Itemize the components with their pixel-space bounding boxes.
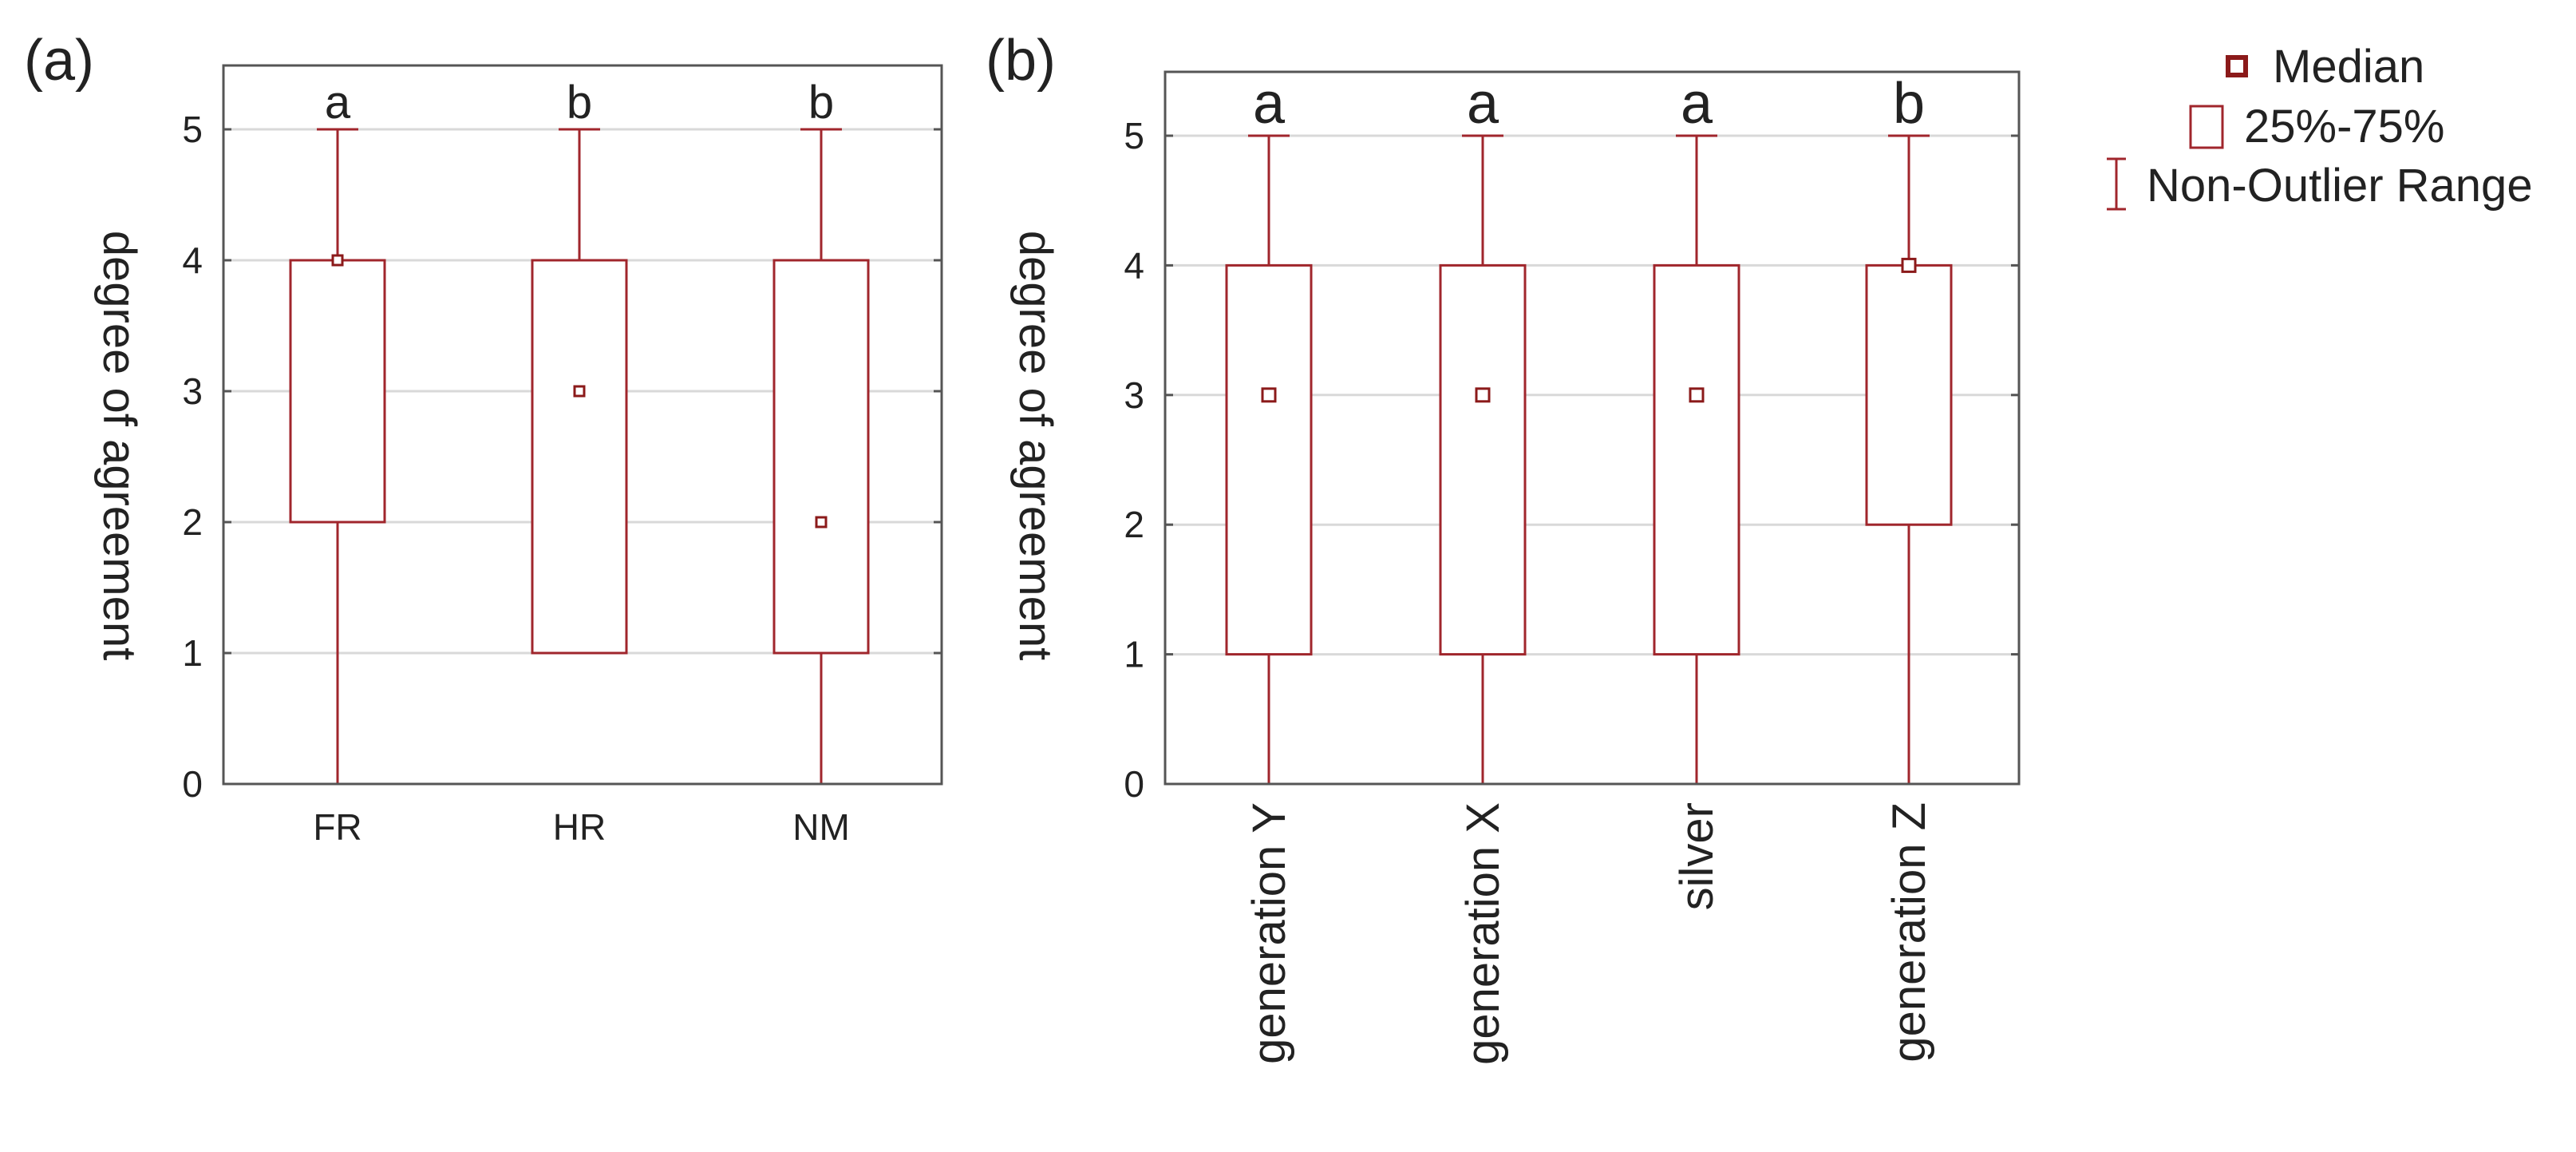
iqr-box	[1225, 263, 1313, 656]
legend-iqr-swatch	[2189, 105, 2224, 149]
group-letter: a	[1253, 72, 1286, 136]
box-nm: b NM	[772, 77, 870, 848]
legend-median-label: Median	[2273, 41, 2424, 93]
x-tick-label: NM	[792, 806, 850, 848]
iqr-box	[289, 259, 386, 524]
group-letter: a	[1681, 72, 1713, 136]
legend-range-label: Non-Outlier Range	[2147, 160, 2533, 212]
panel-a-label: (a)	[24, 29, 94, 93]
x-tick-label: generation Y	[1243, 802, 1295, 1064]
y-tick-label-2: 2	[1124, 504, 1144, 545]
panel-b-y-axis-label: degree of agreement	[1009, 231, 1061, 660]
legend-range-swatch	[2107, 157, 2126, 211]
group-letter: a	[325, 77, 351, 129]
group-letter: b	[567, 77, 592, 129]
iqr-box	[772, 259, 870, 655]
iqr-box	[1865, 263, 1953, 526]
y-tick-label-2: 2	[182, 501, 203, 543]
group-letter: a	[1467, 72, 1499, 136]
box-fr: a FR	[289, 77, 386, 848]
median-marker	[1475, 387, 1491, 403]
box-generation-x: a generation X	[1439, 72, 1527, 1065]
x-tick-label: generation Z	[1883, 802, 1935, 1063]
x-tick-label: silver	[1671, 802, 1723, 910]
y-tick-label-3: 3	[1124, 374, 1144, 416]
median-marker	[331, 254, 344, 267]
panel-a-y-axis-label: degree of agreement	[93, 231, 145, 660]
y-tick-label-1: 1	[182, 632, 203, 674]
median-marker	[1689, 387, 1705, 403]
y-tick-label-5: 5	[1124, 115, 1144, 156]
median-marker	[573, 385, 586, 398]
box-generation-y: a generation Y	[1225, 72, 1313, 1064]
box-hr: b HR	[531, 77, 628, 848]
panel-a-chart: (a) degree of agreement 0 1 2 3 4 5 a FR b HR b NM	[24, 29, 943, 848]
y-tick-label-0: 0	[1124, 763, 1144, 805]
iqr-box	[1653, 263, 1740, 656]
median-marker	[815, 516, 828, 528]
y-tick-label-4: 4	[1124, 244, 1144, 286]
panel-a-plot-frame	[222, 64, 943, 786]
median-marker	[1261, 387, 1277, 403]
y-tick-label-3: 3	[182, 370, 203, 412]
x-tick-label: generation X	[1457, 802, 1509, 1065]
panel-b-plot-frame	[1164, 70, 2021, 786]
box-silver: a silver	[1653, 72, 1740, 910]
legend-median-swatch	[2226, 55, 2248, 77]
iqr-box	[531, 259, 628, 655]
x-tick-label: HR	[553, 806, 606, 848]
y-tick-label-0: 0	[182, 763, 203, 805]
group-letter: b	[808, 77, 834, 129]
panel-b-chart: (b) degree of agreement 0 1 2 3 4 5 a generati…	[986, 29, 2021, 1065]
legend-iqr-label: 25%-75%	[2244, 101, 2444, 152]
x-tick-label: FR	[313, 806, 362, 848]
iqr-box	[1439, 263, 1527, 656]
box-generation-z: b generation Z	[1865, 72, 1953, 1063]
median-marker	[1901, 257, 1917, 273]
legend: Median 25%-75% Non-Outlier Range	[2107, 41, 2533, 212]
y-tick-label-4: 4	[182, 240, 203, 281]
y-tick-label-1: 1	[1124, 634, 1144, 675]
group-letter: b	[1893, 72, 1925, 136]
panel-b-label: (b)	[986, 29, 1056, 93]
y-tick-label-5: 5	[182, 109, 203, 150]
